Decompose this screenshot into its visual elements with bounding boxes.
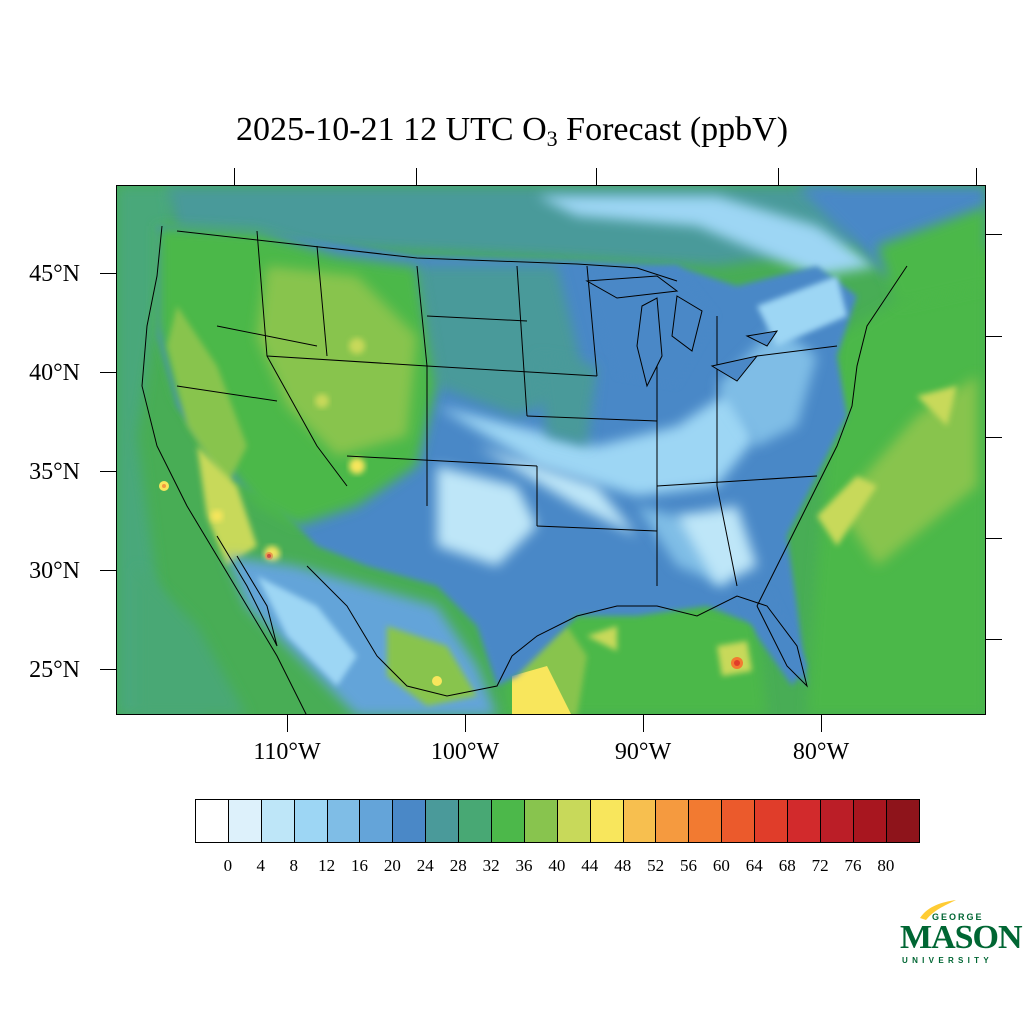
- colorbar-label: 28: [449, 856, 467, 875]
- right-tick: [986, 538, 1002, 539]
- map-title: 2025-10-21 12 UTC O3 Forecast (ppbV): [235, 111, 789, 151]
- colorbar-label: 32: [482, 856, 500, 875]
- colorbar-swatch: [755, 799, 789, 843]
- colorbar-swatch: [623, 799, 657, 843]
- top-tick: [416, 168, 417, 185]
- colorbar-label: 36: [515, 856, 533, 875]
- colorbar-swatch: [294, 799, 328, 843]
- colorbar-label: 16: [351, 856, 368, 875]
- lat-label-25n: 25°N: [29, 657, 80, 683]
- colorbar-label: 20: [383, 856, 401, 875]
- colorbar-swatch: [195, 799, 229, 843]
- top-tick: [976, 168, 977, 185]
- colorbar-swatch: [228, 799, 262, 843]
- colorbar-swatch: [393, 799, 427, 843]
- colorbar-swatch: [557, 799, 591, 843]
- top-tick: [778, 168, 779, 185]
- colorbar-swatch: [590, 799, 624, 843]
- lon-label-90w: 90°W: [614, 739, 672, 765]
- colorbar-swatch: [492, 799, 525, 843]
- left-tick: [100, 669, 116, 670]
- colorbar-swatch: [820, 799, 854, 843]
- colorbar-label: 12: [318, 856, 336, 875]
- colorbar-label: 72: [811, 856, 829, 875]
- colorbar-swatch: [360, 799, 394, 843]
- lat-label-45n: 45°N: [29, 261, 80, 287]
- lat-label-35n: 35°N: [29, 459, 80, 485]
- colorbar-label: 68: [778, 856, 796, 875]
- colorbar-label: 60: [712, 856, 730, 875]
- right-tick: [986, 336, 1002, 337]
- gmu-logo: GEORGE MASON UNIVERSITY: [898, 900, 1023, 970]
- colorbar-swatch: [788, 799, 821, 843]
- colorbar-label: 48: [614, 856, 632, 875]
- colorbar-swatch: [656, 799, 690, 843]
- bottom-tick: [287, 715, 288, 732]
- lat-label-30n: 30°N: [29, 558, 80, 584]
- top-tick: [234, 168, 235, 185]
- right-tick: [986, 234, 1002, 235]
- ozone-map-canvas: [117, 186, 985, 714]
- colorbar-swatch: [261, 799, 295, 843]
- left-tick: [100, 273, 116, 274]
- lon-label-80w: 80°W: [792, 739, 850, 765]
- colorbar-label: 52: [647, 856, 665, 875]
- ozone-map: [116, 185, 986, 715]
- bottom-tick: [821, 715, 822, 732]
- colorbar-label: 56: [680, 856, 697, 875]
- colorbar-swatch: [689, 799, 723, 843]
- colorbar-label: 0: [223, 856, 233, 875]
- lon-label-100w: 100°W: [430, 739, 500, 765]
- colorbar-swatch: [327, 799, 361, 843]
- colorbar-label: 44: [581, 856, 599, 875]
- logo-george: GEORGE: [932, 912, 984, 922]
- colorbar-swatch: [524, 799, 558, 843]
- colorbar-swatch: [722, 799, 756, 843]
- bottom-tick: [465, 715, 466, 732]
- colorbar: [195, 799, 920, 843]
- colorbar-label: 64: [745, 856, 763, 875]
- right-tick: [986, 437, 1002, 438]
- left-tick: [100, 570, 116, 571]
- colorbar-label: 4: [256, 856, 266, 875]
- logo-mason: MASON: [900, 919, 1023, 956]
- colorbar-label: 80: [877, 856, 895, 875]
- right-tick: [986, 639, 1002, 640]
- lon-label-110w: 110°W: [253, 739, 321, 765]
- top-tick: [596, 168, 597, 185]
- colorbar-swatch: [426, 799, 460, 843]
- lat-label-40n: 40°N: [29, 360, 80, 386]
- left-tick: [100, 372, 116, 373]
- colorbar-swatch: [459, 799, 493, 843]
- colorbar-label: 76: [844, 856, 862, 875]
- logo-swoosh-icon: [920, 900, 956, 920]
- colorbar-labels: 0 4 8 12 16 20 24 28 32 36 40 44 48 52 56 60 64 68 72 76 80: [0, 857, 1024, 877]
- left-tick: [100, 471, 116, 472]
- bottom-tick: [643, 715, 644, 732]
- colorbar-swatch: [853, 799, 887, 843]
- colorbar-swatch: [886, 799, 920, 843]
- colorbar-label: 40: [548, 856, 566, 875]
- colorbar-label: 24: [416, 856, 434, 875]
- logo-university: UNIVERSITY: [902, 956, 994, 965]
- colorbar-label: 8: [289, 856, 298, 875]
